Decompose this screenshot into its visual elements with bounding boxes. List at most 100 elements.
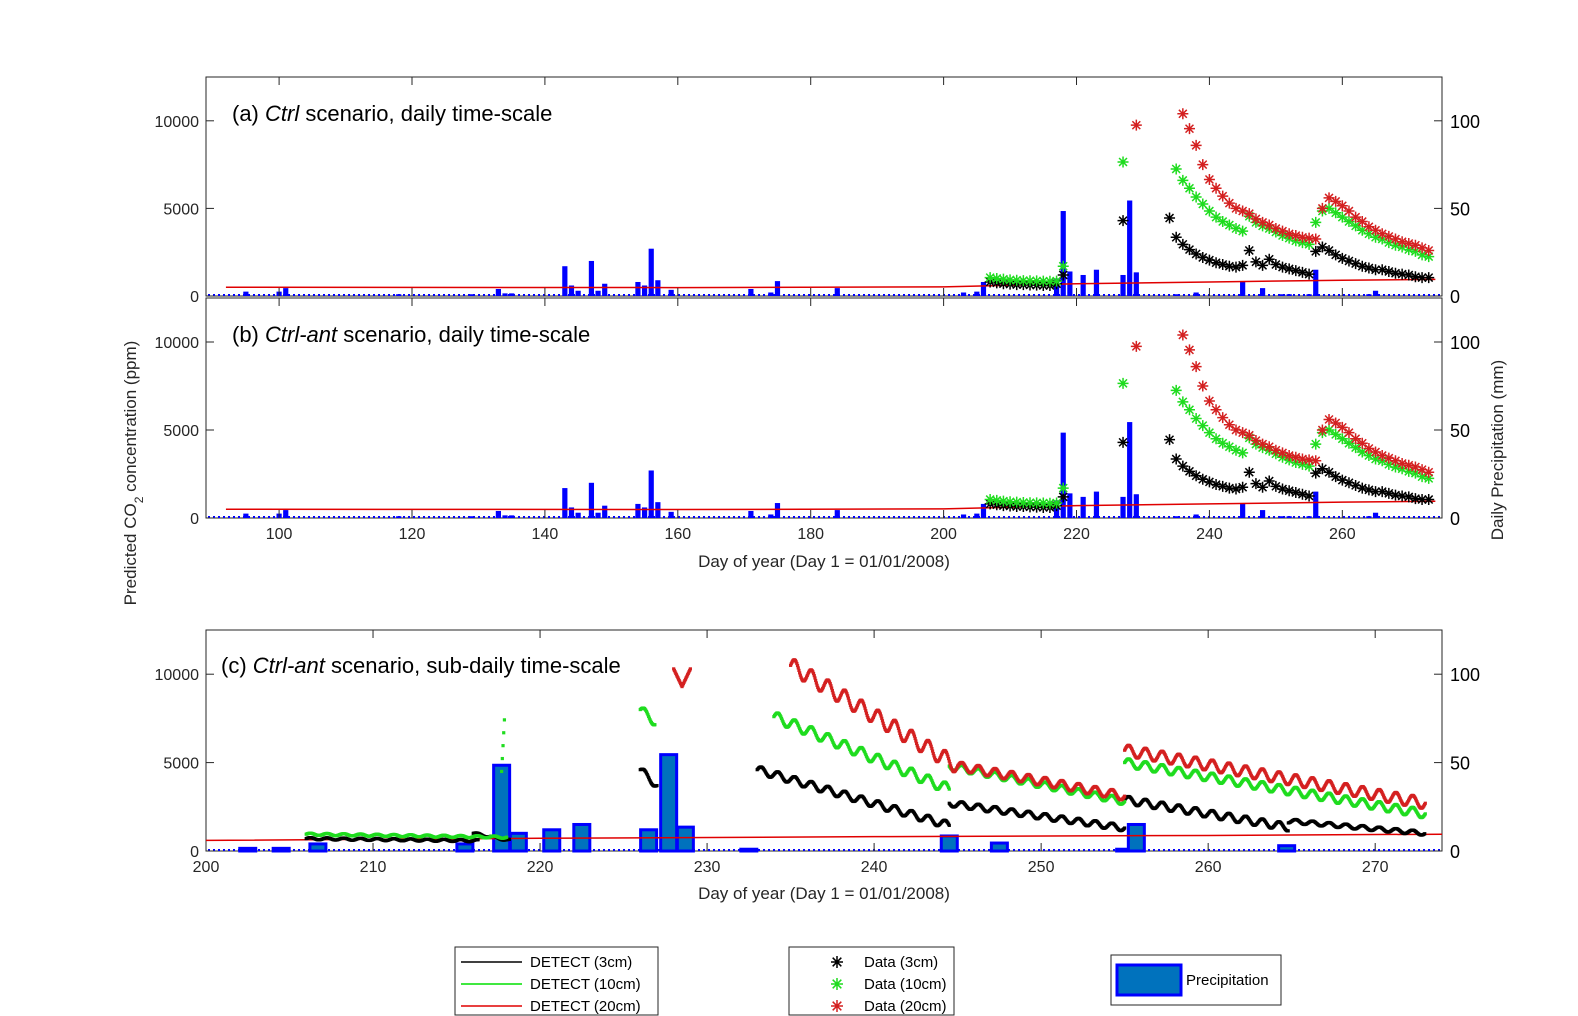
data-10cm-point xyxy=(946,785,951,790)
x-tick-label: 220 xyxy=(1063,526,1090,543)
data-3cm-point xyxy=(1177,238,1189,250)
data-10cm-point xyxy=(1343,216,1355,228)
data-20cm-point xyxy=(812,674,816,678)
data-20cm-point xyxy=(862,702,866,706)
data-20cm-point xyxy=(827,680,832,684)
x-tick-label: 240 xyxy=(1196,526,1223,543)
data-3cm-point xyxy=(1310,245,1322,257)
data-20cm-point xyxy=(1177,329,1189,341)
data-10cm-point xyxy=(1423,812,1427,816)
data-10cm-point xyxy=(864,753,868,757)
data-10cm-point xyxy=(846,744,850,748)
data-3cm-point xyxy=(1190,248,1202,260)
data-3cm-point xyxy=(1303,490,1315,502)
precip-bar xyxy=(939,834,959,853)
data-20cm-point xyxy=(911,730,915,734)
data-20cm-point xyxy=(1243,429,1255,441)
precip-bar xyxy=(1127,422,1133,518)
precip-bar xyxy=(1240,503,1246,518)
precip-bar xyxy=(492,763,512,853)
data-3cm-point xyxy=(1170,453,1182,465)
data-20cm-point xyxy=(928,742,933,746)
data-20cm-point xyxy=(855,704,860,708)
precip-bar xyxy=(648,470,654,518)
data-3cm-point xyxy=(1277,483,1289,495)
y-left-tick-label: 10000 xyxy=(155,114,200,131)
data-10cm-point xyxy=(1223,219,1235,231)
precip-bar xyxy=(974,291,980,296)
data-10cm-point xyxy=(1183,182,1195,194)
data-20cm-point xyxy=(848,701,852,705)
data-20cm-point xyxy=(921,746,926,750)
data-20cm-point xyxy=(1197,380,1209,392)
data-10cm-point xyxy=(1031,497,1043,509)
data-20cm-point xyxy=(832,695,837,700)
precip-bar xyxy=(502,293,508,296)
precip-bar xyxy=(834,288,840,296)
data-20cm-point xyxy=(938,756,942,760)
data-20cm-point xyxy=(930,749,935,753)
data-20cm-point xyxy=(1296,453,1308,465)
precip-bar xyxy=(980,281,987,296)
precip-bar xyxy=(974,513,980,518)
data-20cm-point xyxy=(914,741,919,746)
data-3cm-point xyxy=(1296,266,1308,278)
precip-bar xyxy=(243,513,249,518)
legend-label-data-3cm: Data (3cm) xyxy=(864,954,938,971)
data-20cm-point xyxy=(822,683,826,688)
panel-b-axes xyxy=(205,297,1443,519)
data-3cm-point xyxy=(1283,485,1295,497)
data-3cm-point xyxy=(1389,267,1401,279)
data-10cm-point xyxy=(1037,275,1049,287)
precip-bar xyxy=(1286,516,1292,518)
data-10cm-point xyxy=(991,494,1003,506)
data-20cm-point xyxy=(862,704,866,708)
legend-precip-swatch xyxy=(1115,963,1183,997)
data-20cm-point xyxy=(1423,466,1435,478)
data-20cm-point xyxy=(1403,237,1415,249)
data-20cm-point xyxy=(797,668,801,672)
data-10cm-point xyxy=(1330,207,1342,219)
precip-bar xyxy=(238,846,258,853)
data-3cm-point xyxy=(1336,252,1348,264)
data-10cm-point xyxy=(1217,216,1229,228)
data-10cm-point xyxy=(1237,447,1249,459)
precip-bar xyxy=(568,507,575,518)
data-20cm-point xyxy=(955,766,959,770)
data-20cm-point xyxy=(1396,236,1408,248)
data-20cm-point xyxy=(872,714,876,718)
panel-a-marks xyxy=(208,108,1440,296)
data-20cm-point xyxy=(1396,457,1408,469)
data-20cm-point xyxy=(1356,437,1368,449)
precip-bar xyxy=(641,285,648,296)
precip-bar xyxy=(668,289,674,296)
data-10cm-point xyxy=(984,272,996,284)
legend-data-markers xyxy=(831,956,843,1012)
y-left-tick-label: 10000 xyxy=(155,667,200,684)
data-20cm-point xyxy=(912,734,917,738)
data-10cm-point xyxy=(1117,156,1129,168)
data-10cm-point xyxy=(913,772,917,776)
data-10cm-point xyxy=(847,746,851,750)
data-20cm-point xyxy=(878,710,882,714)
panel-b: 100 120 140 160 180 200 220 240 260 0 5000 10000 0 50… xyxy=(155,297,1480,571)
data-20cm-point xyxy=(931,751,935,756)
precip-bar xyxy=(469,516,475,518)
data-10cm-point xyxy=(896,765,901,769)
data-3cm-point xyxy=(1316,463,1328,475)
data-3cm-point xyxy=(1316,241,1328,253)
legend-label-data-10cm: Data (10cm) xyxy=(864,976,947,993)
data-3cm-point xyxy=(1057,491,1069,503)
y-left-tick-label: 0 xyxy=(190,511,199,528)
precip-bar xyxy=(508,831,528,853)
data-20cm-point xyxy=(928,740,932,745)
data-10cm-point xyxy=(1370,231,1382,243)
data-10cm-point xyxy=(830,739,834,743)
data-20cm-point xyxy=(947,759,951,763)
data-20cm-point xyxy=(915,744,919,748)
x-tick-label: 260 xyxy=(1195,859,1222,876)
data-3cm-point xyxy=(1376,264,1388,276)
data-20cm-point xyxy=(1197,159,1209,171)
data-20cm-point xyxy=(1243,208,1255,220)
y-right-tick-label: 50 xyxy=(1450,199,1470,219)
